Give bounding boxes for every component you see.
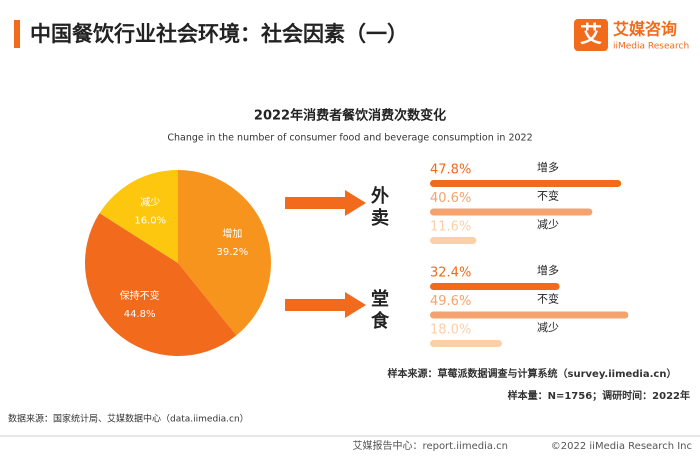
sample-source: 样本来源：草莓派数据调查与计算系统（survey.iimedia.cn） <box>388 367 677 380</box>
arrow <box>285 190 366 216</box>
chart-title: 2022年消费者餐饮消费次数变化 <box>254 108 446 124</box>
bar-category: 减少 <box>537 218 559 231</box>
slice-label: 保持不变 <box>120 289 160 302</box>
page-title: 中国餐饮行业社会环境：社会因素（一） <box>30 22 408 46</box>
logo-box <box>574 19 608 51</box>
slice-value: 39.2% <box>216 247 248 258</box>
slice-value: 44.8% <box>124 309 156 320</box>
value-label: 18.0% <box>430 323 471 338</box>
bar <box>430 237 477 244</box>
group-label: 堂食 <box>368 288 390 333</box>
value-label: 47.8% <box>430 163 471 178</box>
pie-slice <box>178 170 271 336</box>
slice-label: 减少 <box>140 196 160 208</box>
slice-value: 16.0% <box>134 215 166 226</box>
value-label: 32.4% <box>430 266 471 281</box>
group-label: 外卖 <box>368 185 389 230</box>
logo-name: 艾媒咨询 <box>613 20 677 39</box>
title-accent <box>14 20 20 48</box>
value-label: 49.6% <box>430 294 471 309</box>
value-label: 40.6% <box>430 191 471 206</box>
chart-subtitle: Change in the number of consumer food an… <box>167 133 532 144</box>
bar <box>430 208 593 216</box>
logo-sub: iiMedia Research <box>613 42 689 52</box>
logo-icon: 艾 <box>580 23 602 48</box>
pie-slice <box>85 213 237 356</box>
report-center: 艾媒报告中心：report.iimedia.cn <box>353 439 508 452</box>
pie-slice <box>99 170 178 263</box>
bar-category: 增多 <box>537 160 559 174</box>
value-label: 11.6% <box>430 220 471 235</box>
arrow <box>285 292 366 318</box>
data-source: 数据来源：国家统计局、艾媒数据中心（data.iimedia.cn） <box>8 413 249 425</box>
bar-category: 不变 <box>537 189 559 203</box>
bar <box>430 180 622 187</box>
bar <box>430 311 629 319</box>
sample-size: 样本量：N=1756；调研时间：2022年 <box>508 389 690 402</box>
slice-label: 增加 <box>222 227 242 240</box>
bar-category: 减少 <box>537 321 559 334</box>
bar <box>430 340 502 347</box>
bar-category: 增多 <box>537 263 559 277</box>
bar <box>430 283 560 290</box>
bar-category: 不变 <box>537 292 559 306</box>
copyright: ©2022 iiMedia Research Inc <box>551 441 692 452</box>
